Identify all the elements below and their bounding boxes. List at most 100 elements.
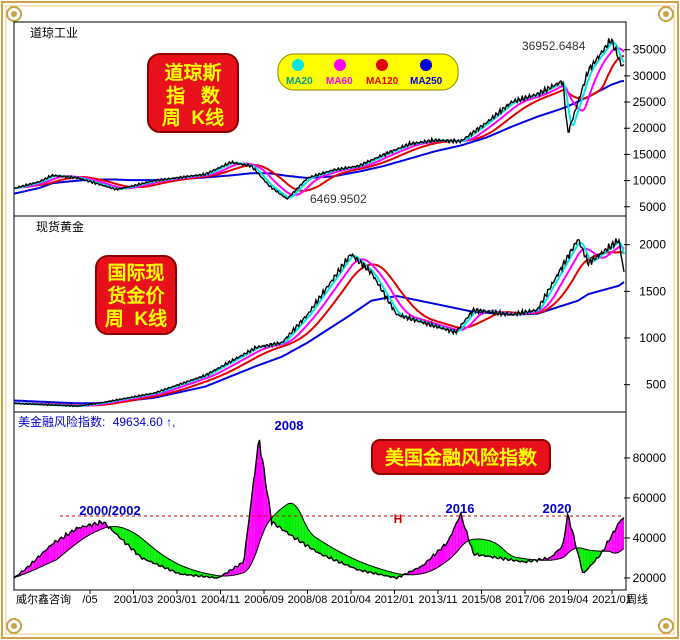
risk-band-up <box>84 526 86 539</box>
risk-band-down <box>171 560 173 571</box>
peak-label-2020: 2020 <box>543 501 572 516</box>
risk-band-down <box>280 507 283 531</box>
risk-band-down <box>291 503 294 537</box>
risk-band-up <box>567 514 570 554</box>
risk-band-down <box>494 542 496 558</box>
risk-band-down <box>148 543 150 562</box>
risk-band-down <box>300 513 303 543</box>
risk-band-down <box>499 545 501 559</box>
risk-band-up <box>46 548 48 565</box>
risk-band-down <box>476 539 478 555</box>
risk-band-up <box>436 550 438 569</box>
risk-band-up <box>76 527 79 544</box>
risk-band-down <box>152 547 155 564</box>
risk-band-down <box>285 504 287 532</box>
risk-band-down <box>367 564 370 573</box>
x-tick-label: 2001/03 <box>114 594 154 606</box>
risk-band-down <box>366 564 368 573</box>
risk-band-down <box>491 541 493 558</box>
risk-band-down <box>149 545 152 562</box>
risk-band-down <box>340 552 342 563</box>
dow-high-label: 36952.6484 <box>522 39 586 53</box>
risk-band-up <box>230 569 233 576</box>
risk-band-down <box>346 555 348 565</box>
risk-band-up <box>439 549 441 567</box>
risk-band-down <box>587 549 589 570</box>
risk-band-up <box>613 531 615 554</box>
risk-band-down <box>488 540 490 557</box>
risk-band-up <box>58 538 60 559</box>
x-tick-label: 2012/01 <box>375 594 415 606</box>
risk-band-down <box>325 543 327 557</box>
risk-band-down <box>363 563 365 572</box>
risk-band-up <box>85 526 88 538</box>
risk-band-down <box>283 505 286 532</box>
risk-band-down <box>355 559 358 571</box>
risk-band-up <box>104 522 106 529</box>
x-tick-label: 2013/11 <box>419 594 458 606</box>
risk-band-down <box>582 548 585 573</box>
dow-plot-layer <box>13 37 625 200</box>
risk-band-up <box>21 571 24 575</box>
risk-band-down <box>132 532 135 551</box>
risk-band-up <box>41 552 43 567</box>
risk-band-down <box>380 568 382 575</box>
risk-band-down <box>184 567 187 575</box>
risk-band-down <box>287 503 289 535</box>
risk-band-down <box>372 566 374 574</box>
dow-low-label: 6469.9502 <box>310 192 367 206</box>
risk-band-up <box>94 522 97 533</box>
x-tick-label: 2008/08 <box>288 594 328 606</box>
x-tick-label: 2004/11 <box>201 594 240 606</box>
risk-band-down <box>157 551 159 567</box>
risk-band-up <box>72 530 74 548</box>
risk-band-up <box>259 439 261 543</box>
risk-band-up <box>463 525 466 544</box>
risk-band-down <box>302 517 304 543</box>
risk-band-up <box>460 512 463 548</box>
dow-badge-line3: 周 K线 <box>162 106 224 129</box>
risk-band-down <box>308 529 310 549</box>
risk-current-value: 49634.60 <box>113 415 163 429</box>
risk-band-down <box>128 530 130 548</box>
risk-band-up <box>33 560 36 570</box>
risk-band-up <box>36 556 39 569</box>
gold-ytick-label: 1000 <box>639 331 666 345</box>
legend-label-ma60: MA60 <box>326 76 353 87</box>
risk-band-up <box>73 530 75 546</box>
risk-band-down <box>323 542 326 556</box>
risk-band-up <box>459 512 461 550</box>
risk-band-up <box>430 556 432 572</box>
risk-band-up <box>558 549 560 559</box>
risk-band-up <box>448 536 451 560</box>
risk-band-up <box>239 563 242 574</box>
risk-band-up <box>431 554 434 571</box>
risk-band-down <box>146 542 149 561</box>
risk-band-down <box>125 528 127 545</box>
dow-ytick-label: 15000 <box>633 147 667 161</box>
risk-band-down <box>495 543 498 559</box>
risk-band-up <box>78 527 80 543</box>
risk-band-down <box>592 550 594 565</box>
risk-band-down <box>163 555 165 569</box>
risk-band-down <box>492 541 495 558</box>
x-tick-label: 2003/01 <box>157 594 197 606</box>
footer-period: 周线 <box>626 592 648 606</box>
risk-band-up <box>82 525 85 540</box>
risk-band-up <box>38 556 40 568</box>
risk-band-down <box>142 538 144 560</box>
risk-band-down <box>116 526 118 535</box>
risk-band-up <box>47 546 50 564</box>
risk-band-down <box>352 558 355 568</box>
risk-band-up <box>616 523 618 553</box>
risk-band-down <box>290 503 292 536</box>
risk-band-down <box>312 535 315 550</box>
risk-band-down <box>143 539 146 560</box>
risk-band-down <box>131 531 133 550</box>
risk-band-down <box>288 503 290 536</box>
risk-band-down <box>328 545 330 559</box>
risk-band-down <box>315 537 318 553</box>
risk-band-up <box>433 554 435 570</box>
risk-band-down <box>165 556 167 569</box>
x-tick-label: /05 <box>82 594 97 606</box>
